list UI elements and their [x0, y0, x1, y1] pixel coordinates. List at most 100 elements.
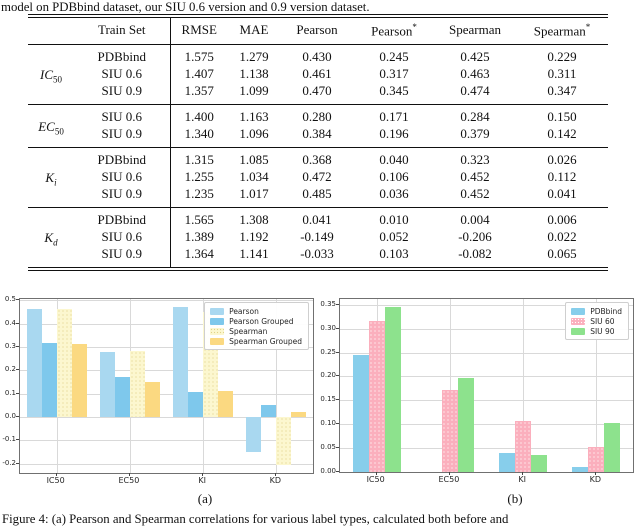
x-tick-mark — [55, 473, 57, 476]
subcaption-b: (b) — [507, 491, 523, 506]
metric-cell: 0.245 — [379, 49, 409, 65]
metric-cell: 0.452 — [460, 185, 490, 201]
bar-siu-60-kd — [588, 447, 605, 472]
legend-patch-siu-60 — [571, 317, 586, 325]
x-tick-label: IC50 — [366, 475, 385, 484]
y-tick-mark — [336, 303, 339, 305]
gridline-h — [20, 463, 313, 465]
metric-cell: 0.284 — [434, 104, 516, 127]
bar-pdbbind-kd — [572, 467, 589, 472]
metric-cell: -0.033 — [300, 245, 334, 261]
y-tick-mark — [336, 327, 339, 329]
bar-siu-60-ic50 — [368, 320, 385, 472]
metric-cell: 0.041 — [547, 185, 577, 201]
y-tick-label: 0.1 — [4, 388, 16, 397]
metric-cell: 1.017 — [239, 185, 269, 201]
y-tick-label: 0.0 — [4, 412, 16, 421]
x-tick-mark — [275, 473, 277, 476]
gridline-h — [20, 300, 313, 302]
y-tick-label: 0.5 — [4, 295, 16, 304]
x-tick-mark — [375, 472, 377, 475]
metric-cell: 0.142 — [547, 126, 577, 142]
train-set-cell: SIU 0.9 — [74, 126, 171, 148]
bar-pearson-kd — [246, 417, 262, 452]
table-row: Kd PDBbind 1.565 1.308 0.041 0.010 0.004 0.006 — [28, 206, 608, 269]
chart-b: PDBbind SIU 60 SIU 90 0.35 0.30 0.25 0.20 0.15 0… — [320, 287, 640, 489]
gridline-h — [20, 347, 313, 349]
train-set-cell: PDBbind — [74, 44, 171, 67]
metric-cell: -0.206 — [458, 228, 492, 244]
header-cell: Spearman* — [516, 16, 608, 46]
metric-cell: 1.034 — [239, 168, 269, 184]
bar-pearson-grouped-ic50 — [41, 343, 57, 418]
legend-label: SIU 90 — [590, 326, 615, 336]
gridline-h — [20, 417, 313, 419]
legend-entry: Pearson — [210, 306, 302, 316]
metric-cell: 0.470 — [302, 83, 332, 99]
bar-siu-90-ki — [531, 454, 548, 472]
metric-cell: 1.389 — [184, 228, 214, 244]
header-cell: RMSE — [170, 16, 228, 46]
table-row: IC50 PDBbind 1.575 1.279 0.430 0.245 0.425 0.22… — [28, 44, 608, 85]
metric-cell: 0.452 — [460, 168, 490, 184]
x-tick-label: KD — [269, 476, 282, 485]
y-tick-label: -0.2 — [2, 458, 16, 467]
metric-cell: 0.425 — [460, 49, 490, 65]
gridline-h — [340, 376, 633, 378]
metric-cell: -0.082 — [458, 245, 492, 261]
bar-siu-90-kd — [604, 422, 621, 472]
legend-label: Pearson — [229, 306, 259, 316]
train-set-cell: SIU 0.6 — [74, 104, 171, 127]
header-cell-grouplabel — [28, 16, 74, 46]
bar-pearson-ic50 — [26, 309, 42, 417]
table-row: SIU 0.9 1.340 1.096 0.384 0.196 0.379 0.142 — [28, 126, 608, 148]
legend-patch-pdbbind — [571, 307, 586, 315]
metric-cell: 0.345 — [379, 83, 409, 99]
legend-patch-siu-90 — [571, 327, 586, 335]
legend-entry: Spearman Grouped — [210, 336, 302, 346]
y-tick-mark — [16, 299, 19, 301]
metric-cell: 0.171 — [354, 104, 434, 127]
x-tick-mark — [448, 472, 450, 475]
legend-patch-pearson — [210, 307, 225, 315]
bar-siu-90-ec50 — [457, 378, 474, 472]
bar-pearson-grouped-ki — [188, 392, 204, 418]
metric-cell: 0.036 — [379, 185, 409, 201]
table-row: SIU 0.6 1.389 1.192 -0.149 0.052 -0.206 0.022 — [28, 228, 608, 246]
metric-cell: 1.192 — [239, 228, 269, 244]
legend-label: SIU 60 — [590, 316, 615, 326]
gridline-h — [340, 328, 633, 330]
table-row: SIU 0.6 1.255 1.034 0.472 0.106 0.452 0.112 — [28, 168, 608, 186]
metric-cell: 0.474 — [460, 83, 490, 99]
metric-cell: 0.317 — [379, 66, 409, 82]
legend: Pearson Pearson Grouped Spearman Spearman G… — [204, 302, 309, 350]
metric-cell: 0.006 — [516, 206, 608, 229]
bar-pdbbind-ic50 — [352, 354, 369, 472]
metric-cell: 0.430 — [302, 49, 332, 65]
y-tick-label: 0.05 — [320, 443, 336, 452]
y-tick-mark — [16, 392, 19, 394]
header-cell: Pearson* — [354, 16, 434, 46]
metric-cell: 1.308 — [228, 206, 280, 229]
bar-spearman-ec50 — [129, 350, 145, 417]
header-cell: MAE — [228, 16, 280, 46]
legend-label: Pearson Grouped — [229, 316, 294, 326]
bar-siu-60-ec50 — [441, 390, 458, 472]
plot-area: Pearson Pearson Grouped Spearman Spearman G… — [19, 298, 314, 474]
train-set-cell: SIU 0.6 — [74, 168, 171, 186]
metric-cell: 1.575 — [184, 49, 214, 65]
train-set-cell: SIU 0.6 — [74, 66, 171, 84]
metric-cell: 1.096 — [239, 126, 269, 142]
bar-pearson-grouped-kd — [261, 404, 277, 418]
bar-spearman-grouped-ec50 — [144, 382, 160, 418]
x-tick-mark — [522, 472, 524, 475]
x-tick-label: IC50 — [46, 476, 65, 485]
metric-cell: 0.010 — [354, 206, 434, 229]
y-tick-mark — [16, 322, 19, 324]
subcaption-a: (a) — [197, 491, 213, 506]
y-tick-mark — [336, 423, 339, 425]
metric-cell: 0.323 — [434, 146, 516, 169]
legend-label: PDBbind — [590, 306, 622, 316]
metric-cell: 1.357 — [184, 83, 214, 99]
y-tick-label: 0.10 — [320, 419, 336, 428]
